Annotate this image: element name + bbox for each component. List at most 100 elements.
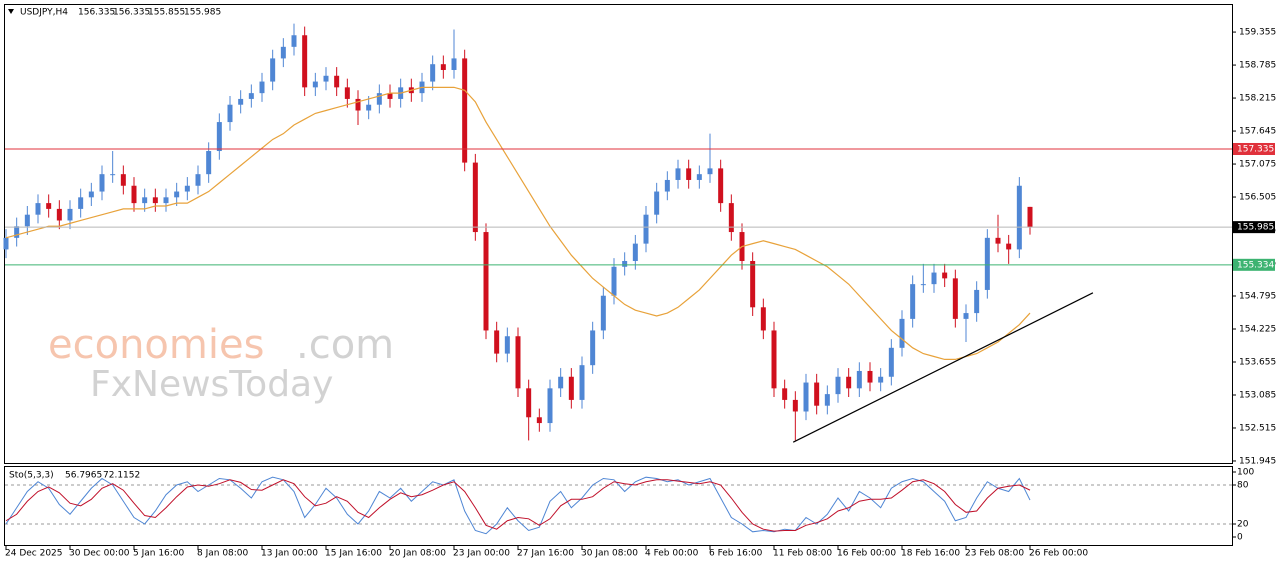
- candle-body: [835, 376, 841, 395]
- candle-body: [67, 208, 73, 221]
- candle-body: [643, 214, 649, 244]
- candle-body: [24, 214, 30, 227]
- candle-body: [312, 81, 318, 88]
- x-tick-label: 5 Jan 16:00: [133, 549, 185, 559]
- candle-body: [14, 226, 20, 238]
- candle-body: [963, 313, 969, 319]
- candle-body: [206, 151, 212, 175]
- candle-body: [675, 168, 681, 180]
- chart-title: USDJPY,H4: [20, 8, 68, 18]
- watermark-sub: FxNewsToday: [90, 364, 333, 405]
- candle-body: [686, 168, 692, 180]
- oscillator-k: 56.7965: [65, 471, 102, 481]
- candle-body: [142, 197, 148, 204]
- candle-body: [120, 174, 126, 186]
- candle-body: [99, 174, 105, 192]
- y-tick-label: 0: [1237, 533, 1243, 543]
- watermark-brand: economies: [48, 322, 264, 368]
- candle-body: [568, 376, 574, 400]
- candle-body: [451, 58, 457, 70]
- candle-body: [888, 347, 894, 377]
- candle-body: [899, 318, 905, 348]
- y-tick-label: 154.795: [1239, 292, 1276, 302]
- x-tick-label: 27 Jan 16:00: [517, 549, 574, 559]
- last-high: 156.335: [113, 8, 150, 18]
- y-tick-label: 151.945: [1239, 456, 1276, 466]
- x-tick-label: 13 Jan 00:00: [261, 549, 318, 559]
- x-tick-label: 11 Feb 08:00: [773, 549, 832, 559]
- x-tick-label: 30 Dec 00:00: [69, 549, 130, 559]
- candle-body: [302, 35, 308, 88]
- candle-body: [174, 191, 180, 198]
- candle-body: [184, 185, 190, 192]
- price-label-box: [1233, 142, 1275, 155]
- candle-body: [931, 272, 937, 285]
- x-tick-label: 16 Feb 00:00: [837, 549, 896, 559]
- candle-body: [771, 330, 777, 389]
- candle-body: [216, 122, 222, 152]
- candle-body: [654, 191, 660, 215]
- last-low: 155.855: [148, 8, 185, 18]
- candle-body: [355, 98, 361, 111]
- candle-body: [494, 330, 500, 354]
- candle-body: [323, 75, 329, 82]
- candle-body: [814, 382, 820, 406]
- candle-body: [152, 197, 158, 204]
- price-label: 155.334: [1237, 260, 1274, 270]
- trendline: [792, 292, 1094, 443]
- candle-body: [728, 203, 734, 233]
- oscillator-d: 72.1152: [103, 471, 140, 481]
- candle-body: [942, 272, 948, 279]
- candle-body: [846, 376, 852, 389]
- menu-arrow[interactable]: [8, 9, 14, 14]
- y-tick-label: 158.215: [1239, 94, 1276, 104]
- candle-body: [878, 376, 884, 383]
- price-panel: [4, 4, 1233, 464]
- x-tick-label: 18 Feb 16:00: [901, 549, 960, 559]
- oscillator-line: [5, 476, 1031, 535]
- x-tick-label: 26 Feb 00:00: [1029, 549, 1088, 559]
- price-label-box: [1233, 258, 1275, 271]
- candle-body: [366, 104, 372, 111]
- x-tick-label: 8 Jan 08:00: [197, 549, 249, 559]
- candle-body: [344, 87, 350, 99]
- y-tick-label: 159.355: [1239, 28, 1276, 38]
- oscillator-panel: [4, 466, 1233, 546]
- y-tick-label: 100: [1237, 468, 1254, 478]
- candle-body: [867, 370, 873, 383]
- candle-body: [227, 104, 233, 123]
- y-tick-label: 157.645: [1239, 127, 1276, 137]
- candle-body: [56, 208, 62, 221]
- candle-body: [984, 237, 990, 290]
- candle-body: [270, 58, 276, 82]
- candle-body: [558, 376, 564, 389]
- candle-body: [163, 197, 169, 204]
- x-tick-label: 6 Feb 16:00: [709, 549, 763, 559]
- candle-body: [750, 260, 756, 308]
- candle-body: [536, 417, 542, 424]
- watermark: economies .com FxNewsToday: [48, 322, 394, 405]
- candle-body: [430, 64, 436, 82]
- x-tick-label: 4 Feb 00:00: [645, 549, 699, 559]
- candle-body: [259, 81, 265, 94]
- candle-body: [600, 295, 606, 331]
- candle-body: [792, 399, 798, 412]
- price-label-box: [1233, 221, 1275, 234]
- candle-body: [334, 75, 340, 88]
- price-label: 157.335: [1237, 144, 1274, 154]
- candle-body: [707, 168, 713, 175]
- candle-body: [387, 93, 393, 99]
- x-tick-label: 24 Dec 2025: [5, 549, 63, 559]
- candle-body: [760, 307, 766, 331]
- candle-body: [291, 35, 297, 47]
- x-tick-label: 20 Jan 08:00: [389, 549, 446, 559]
- x-tick-label: 23 Jan 00:00: [453, 549, 510, 559]
- y-tick-label: 156.505: [1239, 193, 1276, 203]
- y-tick-label: 152.515: [1239, 423, 1276, 433]
- candle-body: [238, 98, 244, 105]
- candle-body: [195, 174, 201, 186]
- candle-body: [280, 46, 286, 59]
- last-open: 156.335: [78, 8, 115, 18]
